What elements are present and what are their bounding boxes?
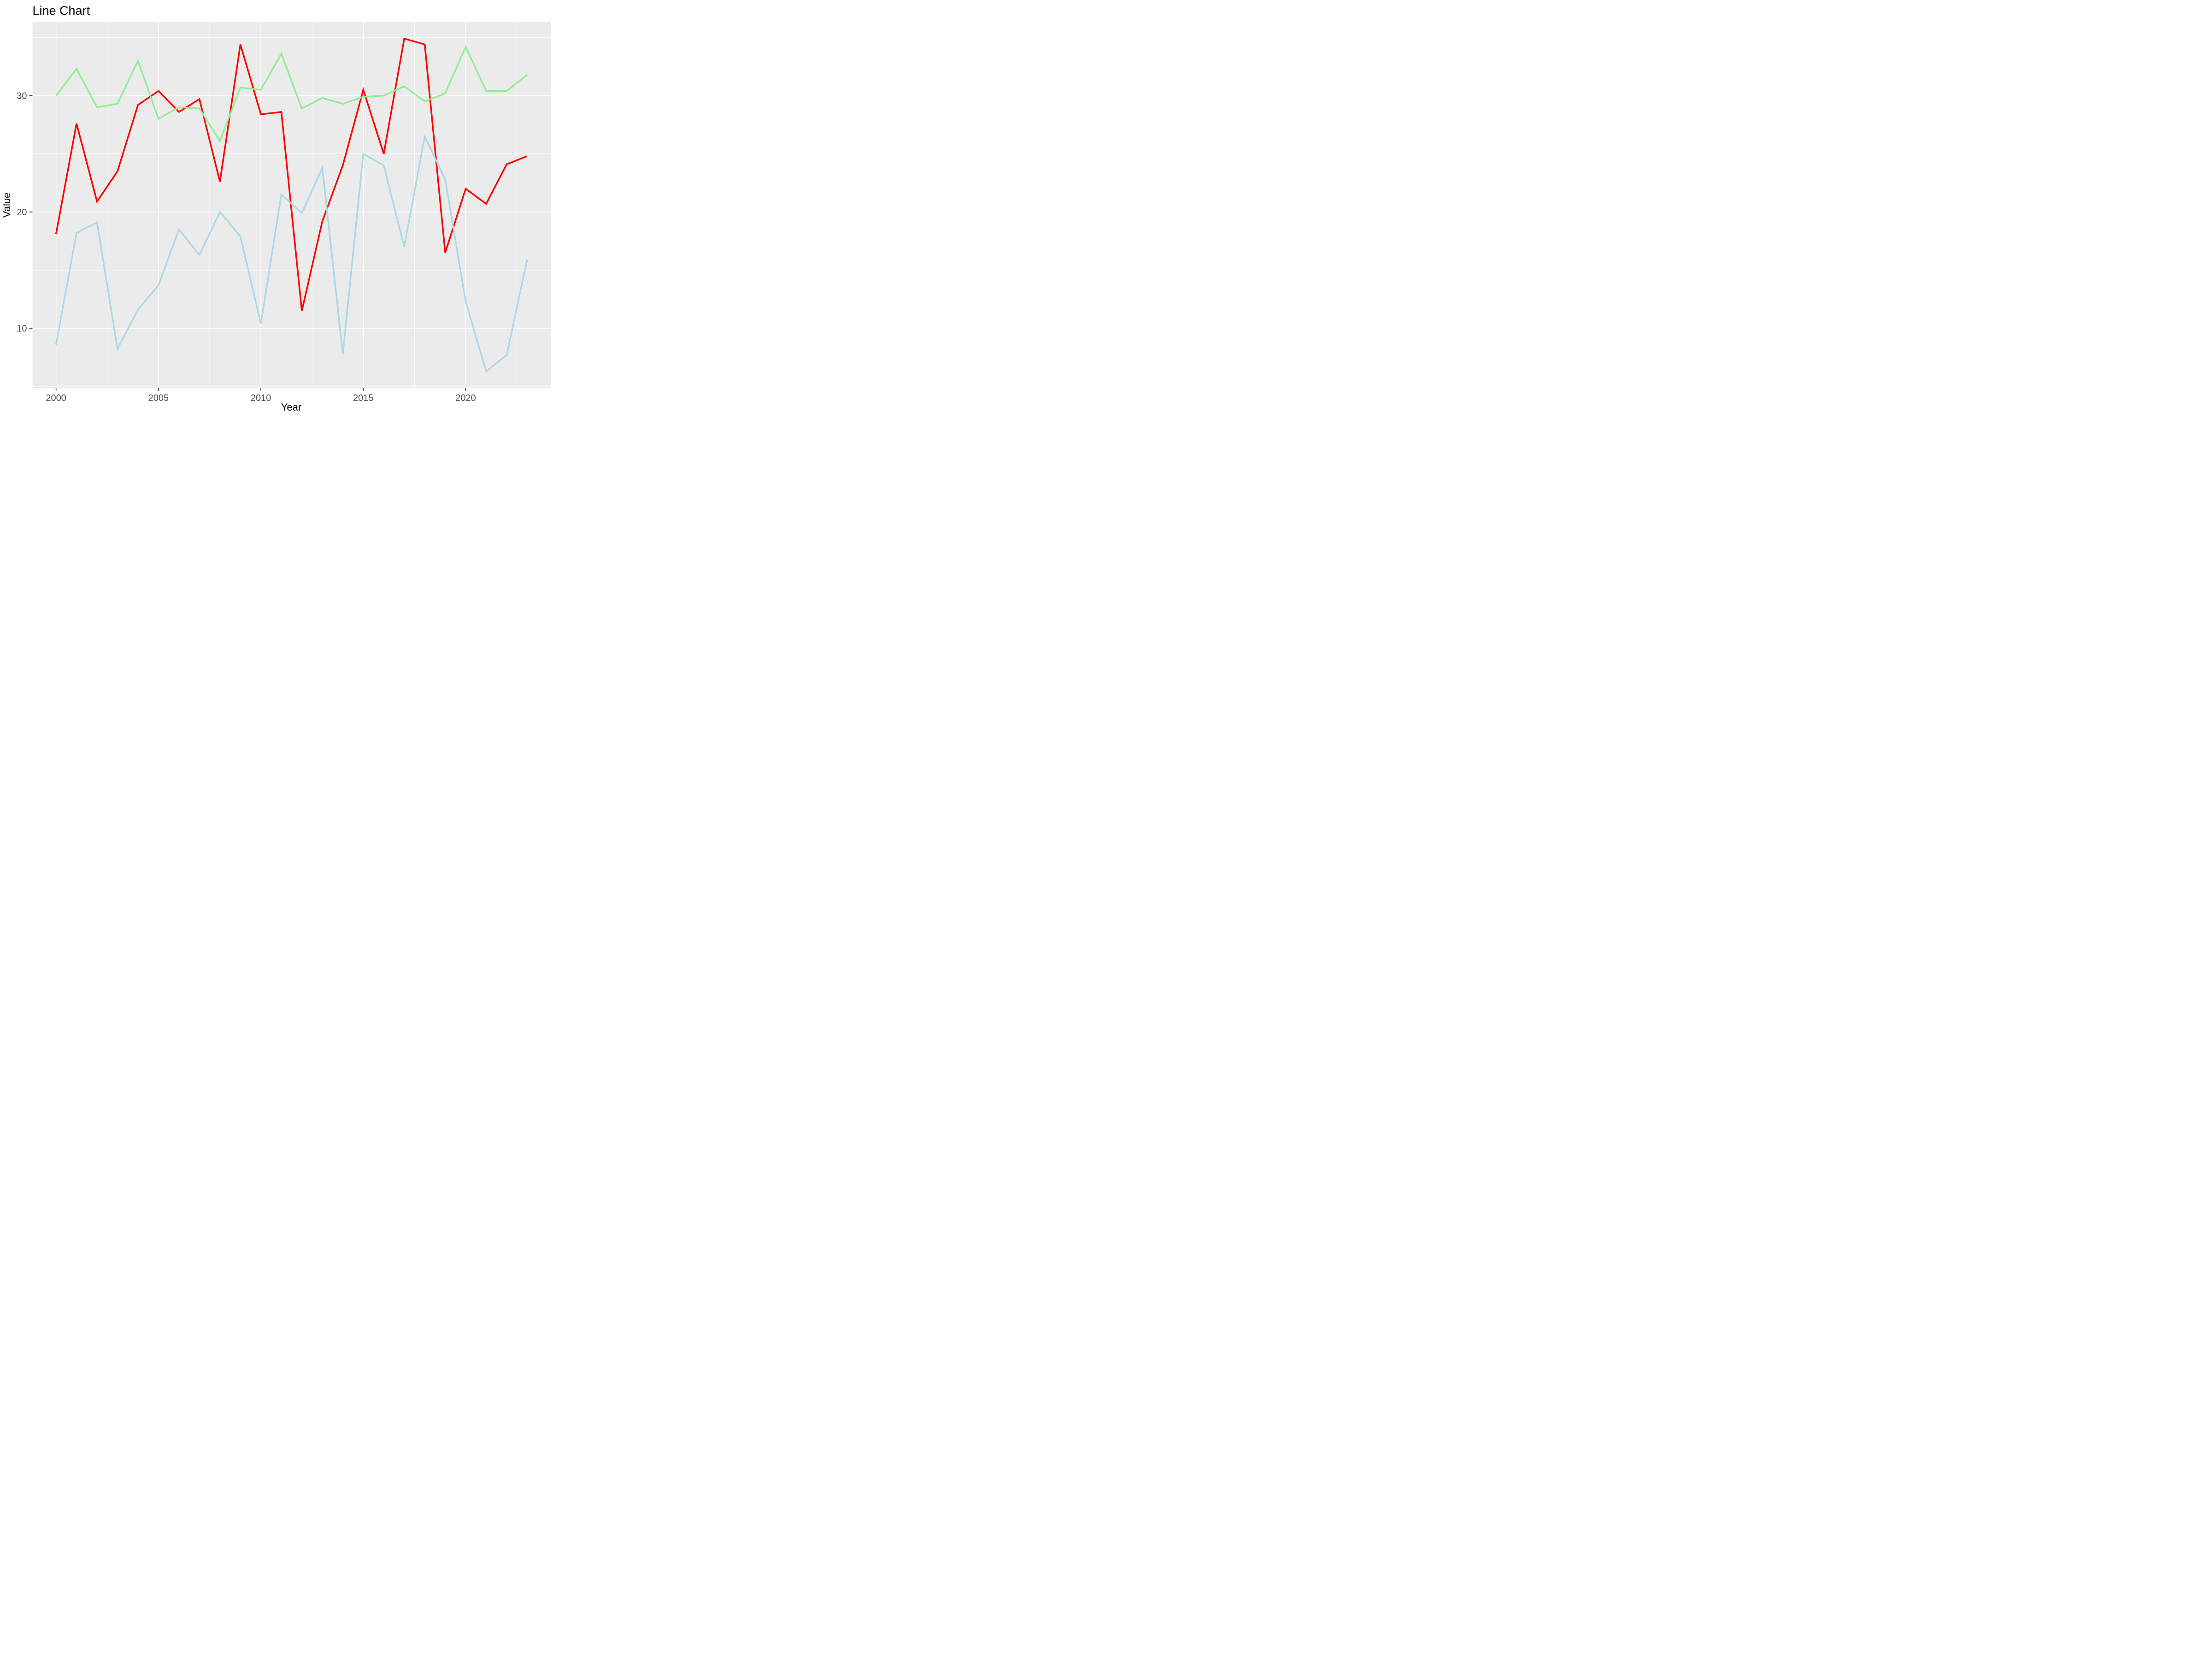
lightblue-series-line xyxy=(55,134,528,373)
plot-panel xyxy=(32,22,551,388)
chart-canvas: Line Chart 2000 2005 2010 2015 2020 10 20 30 Ye… xyxy=(1,4,551,413)
y-tick-label: 30 xyxy=(17,91,27,101)
line-chart-figure: Line Chart 2000 2005 2010 2015 2020 10 20 30 Ye… xyxy=(0,0,553,415)
y-tick-label: 20 xyxy=(17,207,27,218)
x-tick-label: 2000 xyxy=(46,393,66,403)
lightgreen-series-line xyxy=(55,45,528,143)
y-axis-title: Value xyxy=(1,193,12,218)
x-axis-title: Year xyxy=(281,401,301,413)
plot-title: Line Chart xyxy=(33,4,90,18)
red-series-line xyxy=(55,37,528,312)
y-tick-label: 10 xyxy=(17,324,27,334)
x-tick-label: 2015 xyxy=(353,393,374,403)
x-tick-label: 2020 xyxy=(455,393,476,403)
axes: 2000 2005 2010 2015 2020 10 20 30 xyxy=(17,91,476,403)
x-tick-label: 2005 xyxy=(148,393,169,403)
x-tick-label: 2010 xyxy=(251,393,271,403)
